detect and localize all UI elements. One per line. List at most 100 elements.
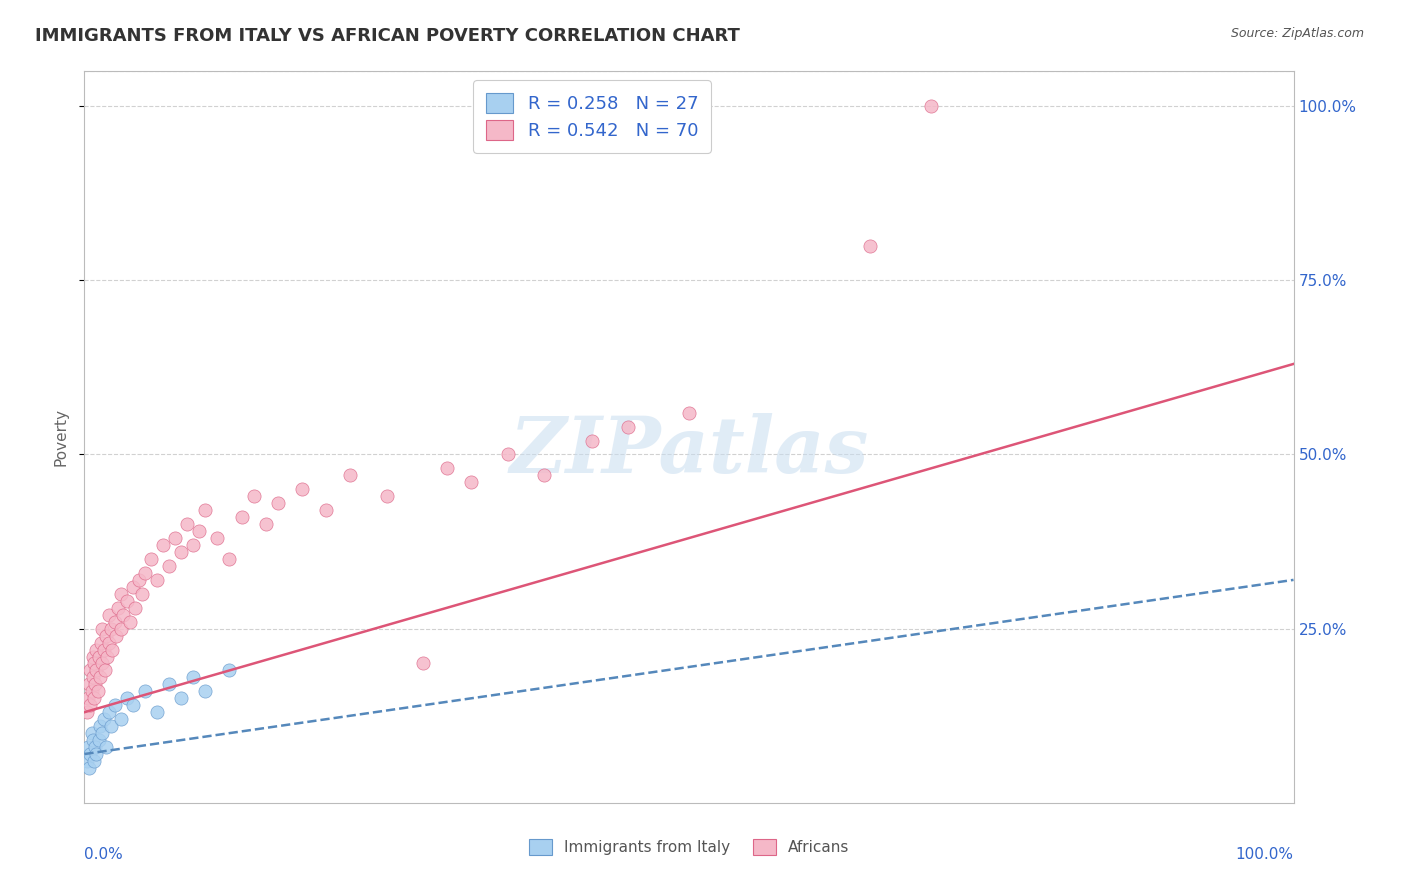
- Point: [131, 587, 153, 601]
- Point: [97, 635, 120, 649]
- Point: [89, 719, 111, 733]
- Point: [112, 607, 135, 622]
- Point: [617, 419, 640, 434]
- Point: [134, 684, 156, 698]
- Point: [86, 684, 108, 698]
- Point: [100, 719, 122, 733]
- Point: [101, 642, 124, 657]
- Point: [291, 483, 314, 497]
- Point: [90, 635, 112, 649]
- Y-axis label: Poverty: Poverty: [53, 408, 69, 467]
- Point: [496, 448, 519, 462]
- Text: 100.0%: 100.0%: [1236, 847, 1294, 862]
- Point: [79, 698, 101, 713]
- Legend: Immigrants from Italy, Africans: Immigrants from Italy, Africans: [523, 833, 855, 861]
- Point: [104, 629, 127, 643]
- Point: [93, 642, 115, 657]
- Point: [82, 733, 104, 747]
- Point: [188, 524, 211, 538]
- Point: [254, 517, 277, 532]
- Point: [170, 691, 193, 706]
- Point: [124, 600, 146, 615]
- Point: [76, 754, 98, 768]
- Point: [76, 705, 98, 719]
- Point: [859, 238, 882, 252]
- Point: [339, 468, 361, 483]
- Point: [194, 684, 217, 698]
- Point: [91, 622, 114, 636]
- Point: [80, 726, 103, 740]
- Point: [181, 538, 204, 552]
- Text: 0.0%: 0.0%: [84, 847, 124, 862]
- Point: [128, 573, 150, 587]
- Point: [86, 642, 108, 657]
- Text: Source: ZipAtlas.com: Source: ZipAtlas.com: [1230, 27, 1364, 40]
- Point: [87, 733, 110, 747]
- Point: [146, 573, 169, 587]
- Point: [157, 558, 180, 573]
- Point: [93, 712, 115, 726]
- Point: [110, 622, 132, 636]
- Point: [146, 705, 169, 719]
- Point: [89, 670, 111, 684]
- Point: [920, 99, 942, 113]
- Point: [110, 712, 132, 726]
- Point: [170, 545, 193, 559]
- Point: [218, 664, 240, 678]
- Point: [533, 468, 555, 483]
- Point: [315, 503, 337, 517]
- Point: [181, 670, 204, 684]
- Text: ZIPatlas: ZIPatlas: [509, 414, 869, 490]
- Point: [120, 615, 142, 629]
- Point: [375, 489, 398, 503]
- Point: [115, 691, 138, 706]
- Point: [157, 677, 180, 691]
- Point: [83, 754, 105, 768]
- Point: [82, 649, 104, 664]
- Point: [86, 747, 108, 761]
- Point: [176, 517, 198, 532]
- Point: [77, 740, 100, 755]
- Point: [460, 475, 482, 490]
- Point: [87, 649, 110, 664]
- Point: [100, 622, 122, 636]
- Point: [79, 664, 101, 678]
- Text: IMMIGRANTS FROM ITALY VS AFRICAN POVERTY CORRELATION CHART: IMMIGRANTS FROM ITALY VS AFRICAN POVERTY…: [35, 27, 740, 45]
- Point: [80, 684, 103, 698]
- Point: [115, 594, 138, 608]
- Point: [94, 740, 117, 755]
- Point: [97, 607, 120, 622]
- Point: [207, 531, 229, 545]
- Point: [94, 664, 117, 678]
- Point: [104, 615, 127, 629]
- Point: [84, 740, 107, 755]
- Point: [678, 406, 700, 420]
- Point: [121, 580, 143, 594]
- Point: [77, 761, 100, 775]
- Point: [242, 489, 264, 503]
- Point: [110, 587, 132, 601]
- Point: [83, 691, 105, 706]
- Point: [231, 510, 253, 524]
- Point: [121, 698, 143, 713]
- Point: [86, 664, 108, 678]
- Point: [139, 552, 162, 566]
- Point: [107, 600, 129, 615]
- Point: [77, 691, 100, 706]
- Point: [91, 726, 114, 740]
- Point: [94, 629, 117, 643]
- Point: [97, 705, 120, 719]
- Point: [91, 657, 114, 671]
- Point: [165, 531, 187, 545]
- Point: [96, 649, 118, 664]
- Point: [194, 503, 217, 517]
- Point: [581, 434, 603, 448]
- Point: [84, 677, 107, 691]
- Point: [83, 657, 105, 671]
- Point: [152, 538, 174, 552]
- Point: [436, 461, 458, 475]
- Point: [218, 552, 240, 566]
- Point: [134, 566, 156, 580]
- Point: [412, 657, 434, 671]
- Point: [267, 496, 290, 510]
